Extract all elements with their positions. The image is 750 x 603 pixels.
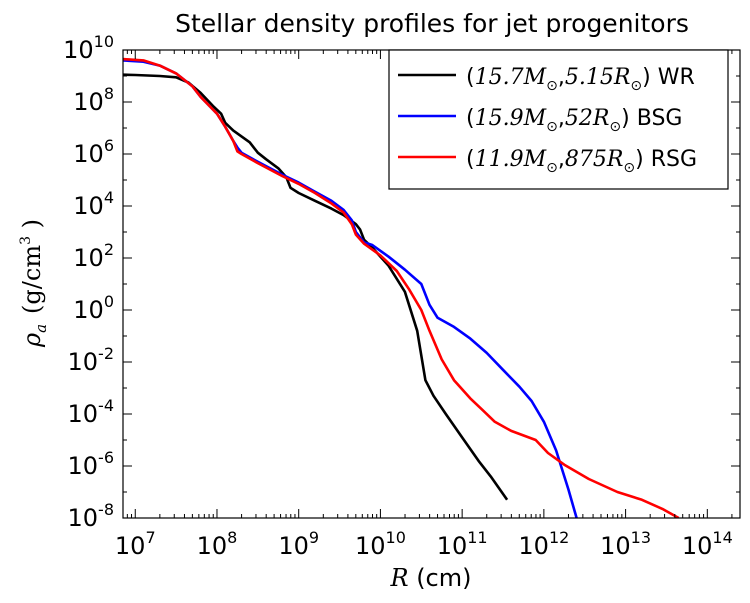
legend-label-wr: (15.7M⊙,5.15R⊙) WR bbox=[466, 65, 695, 94]
chart-title: Stellar density profiles for jet progeni… bbox=[175, 9, 689, 38]
x-tick-label: 1014 bbox=[682, 528, 733, 560]
x-tick-label: 1013 bbox=[600, 528, 651, 560]
x-tick-label: 107 bbox=[115, 528, 156, 560]
legend-label-rsg: (11.9M⊙,875R⊙) RSG bbox=[466, 147, 697, 176]
y-tick-label: 10-2 bbox=[68, 344, 115, 376]
y-tick-label: 10-8 bbox=[68, 500, 115, 532]
y-tick-label: 108 bbox=[73, 84, 114, 116]
x-tick-label: 1010 bbox=[355, 528, 406, 560]
y-tick-label: 10-6 bbox=[68, 448, 115, 480]
x-tick-label: 108 bbox=[197, 528, 238, 560]
x-tick-label: 1011 bbox=[437, 528, 488, 560]
legend-box bbox=[388, 49, 729, 190]
y-tick-label: 100 bbox=[73, 292, 114, 324]
y-tick-label: 10-4 bbox=[68, 396, 115, 428]
series-line-wr bbox=[123, 73, 509, 501]
legend: (15.7M⊙,5.15R⊙) WR (15.9M⊙,52R⊙) BSG (11.9… bbox=[388, 49, 729, 190]
y-tick-label: 106 bbox=[73, 136, 114, 168]
series-line-rsg bbox=[123, 57, 680, 518]
legend-label-bsg: (15.9M⊙,52R⊙) BSG bbox=[466, 106, 682, 135]
y-axis-label: ρa(g/cm3 ) bbox=[18, 219, 50, 348]
x-axis-label: R (cm) bbox=[389, 564, 471, 592]
y-tick-label: 1010 bbox=[63, 32, 114, 64]
y-tick-label: 102 bbox=[73, 240, 114, 272]
x-tick-label: 1012 bbox=[518, 528, 569, 560]
y-tick-label: 104 bbox=[73, 188, 114, 220]
x-tick-label: 109 bbox=[278, 528, 319, 560]
